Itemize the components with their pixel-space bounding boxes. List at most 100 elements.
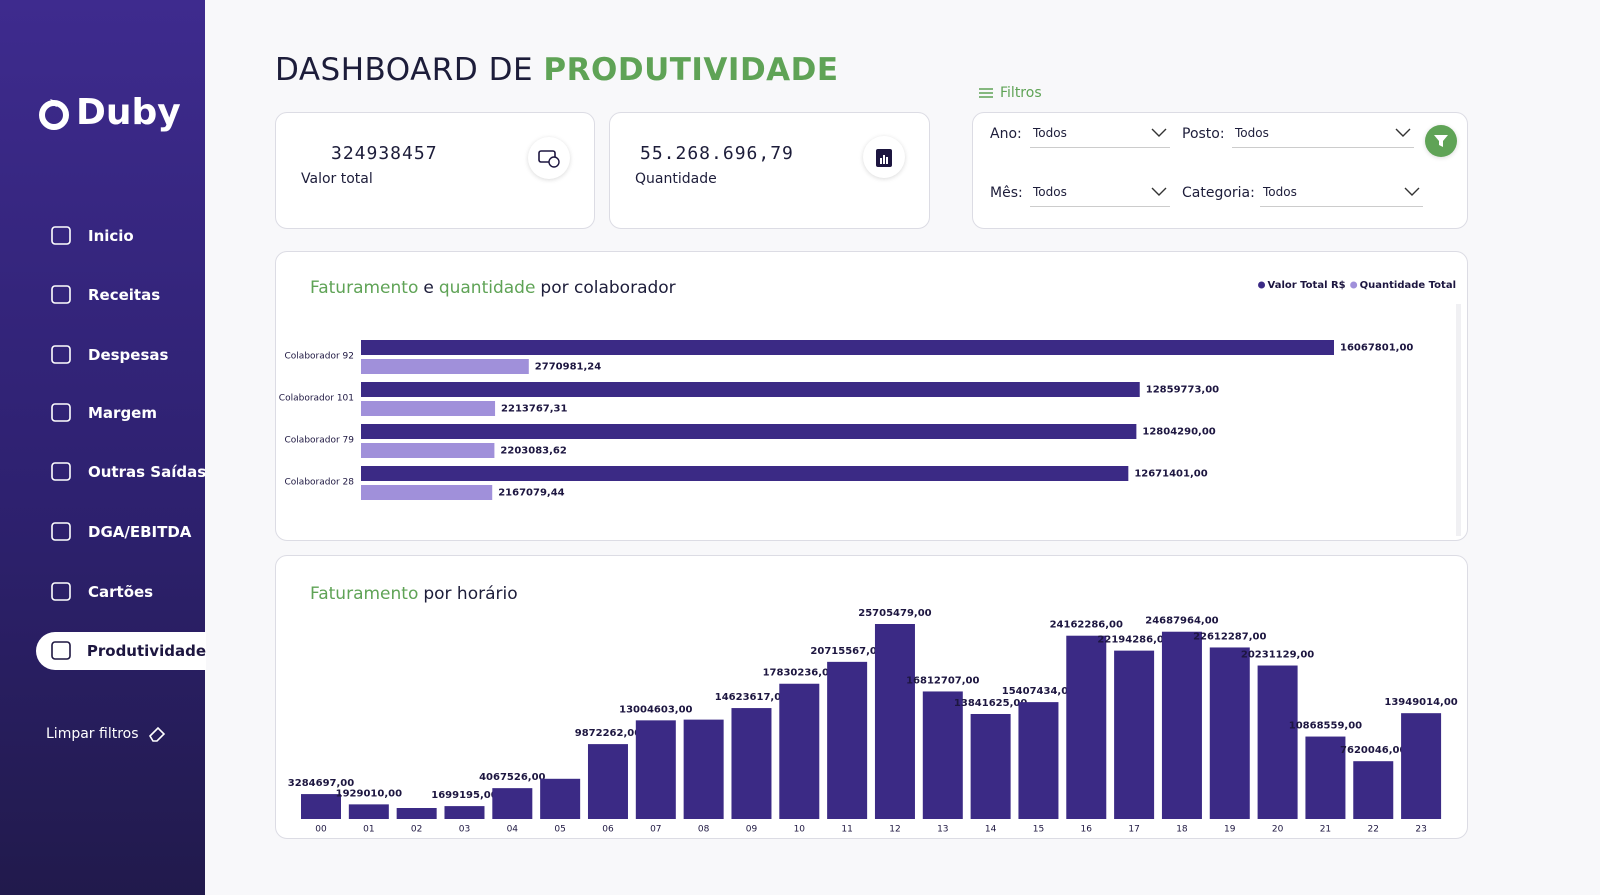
title-part: por horário	[423, 584, 518, 604]
legend-label: Valor Total R$	[1268, 280, 1346, 291]
nav-label: Despesas	[88, 346, 169, 364]
x-tick-label: 01	[363, 825, 374, 835]
clipboard-icon	[863, 136, 905, 178]
x-tick-label: 00	[315, 825, 327, 835]
chart-title: Faturamento por horário	[310, 584, 518, 604]
value-label: 22612287,00	[1193, 631, 1266, 642]
nav-item[interactable]: Inicio	[50, 217, 210, 255]
value-label: 2213767,31	[501, 404, 567, 415]
nav-icon	[51, 226, 71, 245]
bar	[1066, 635, 1107, 819]
filter-value: Todos	[1235, 126, 1269, 140]
nav-icon	[51, 641, 71, 660]
filter-label: Ano:	[990, 126, 1022, 142]
bar	[301, 794, 341, 819]
value-label: 20715567,00	[810, 646, 883, 657]
nav-item[interactable]: Cartões	[50, 573, 210, 611]
funnel-icon	[1434, 135, 1448, 147]
filter-label: Posto:	[1182, 126, 1225, 142]
x-tick-label: 16	[1081, 825, 1093, 835]
chevron-path	[1151, 187, 1167, 196]
chevron-path	[1151, 128, 1167, 137]
nav-item[interactable]: Margem	[50, 394, 210, 432]
nav-label: Outras Saídas	[88, 463, 207, 481]
scrollbar	[1456, 304, 1461, 536]
clear-filters[interactable]: Limpar filtros	[46, 724, 167, 744]
legend-swatch	[1350, 281, 1358, 289]
filter-button[interactable]	[1425, 125, 1457, 157]
bar	[361, 340, 1334, 355]
x-tick-label: 21	[1320, 825, 1331, 835]
x-tick-label: 20	[1272, 825, 1284, 835]
icon-shape	[51, 226, 71, 245]
filter-label: Mês:	[990, 185, 1023, 201]
x-tick-label: 02	[411, 825, 422, 835]
page-title: DASHBOARD DE PRODUTIVIDADE	[275, 52, 839, 88]
filters-title: Filtros	[978, 85, 1042, 101]
value-label: 2203083,62	[500, 446, 566, 457]
bar	[361, 443, 495, 458]
value-label: 2770981,24	[535, 362, 601, 373]
value-label: 12804290,00	[1142, 427, 1215, 438]
kpi-value: 324938457	[331, 143, 438, 164]
x-tick-label: 07	[650, 825, 661, 835]
value-label: 1699195,00	[431, 790, 497, 801]
bar	[1209, 647, 1250, 819]
filter-select[interactable]: Todos	[1030, 122, 1170, 148]
nav-item[interactable]: Outras Saídas	[50, 453, 210, 491]
x-tick-label: 04	[507, 825, 519, 835]
nav-icon	[51, 345, 71, 364]
bar	[361, 382, 1140, 397]
chevron-path	[1395, 128, 1411, 137]
chevron	[1151, 187, 1167, 196]
nav-icon	[51, 522, 71, 541]
title-part: por colaborador	[540, 278, 676, 298]
logo-text: Duby	[76, 92, 181, 133]
title-part: Faturamento	[310, 584, 419, 604]
title-part: e	[423, 278, 434, 298]
chart: Quantidade Total Valor Total R$ Colaborado…	[279, 280, 1461, 536]
bar	[1353, 761, 1394, 819]
value-label: 3284697,00	[288, 778, 354, 789]
filter-select[interactable]: Todos	[1232, 122, 1414, 148]
nav-item[interactable]: Despesas	[50, 336, 210, 374]
nav-item[interactable]: DGA/EBITDA	[50, 513, 210, 551]
value-label: 15407434,00	[1002, 686, 1075, 697]
bar	[827, 661, 868, 819]
chart-card: Faturamento por horário 00 3284697,00 01 19 2…	[275, 555, 1468, 839]
icon-shape	[51, 285, 71, 304]
value-label: 12671401,00	[1134, 469, 1207, 480]
legend-label: Quantidade Total	[1360, 280, 1456, 291]
icon	[538, 150, 560, 168]
bar	[779, 683, 820, 819]
bar	[348, 804, 389, 819]
bar	[1161, 631, 1202, 819]
clear-filters-label: Limpar filtros	[46, 726, 139, 742]
value-label: 13004603,00	[619, 704, 692, 715]
filter-select[interactable]: Todos	[1030, 181, 1170, 207]
x-tick-label: 19	[1224, 825, 1236, 835]
value-label: 17830236,00	[763, 668, 836, 679]
title-part: quantidade	[438, 278, 536, 298]
title-highlight: PRODUTIVIDADE	[543, 52, 839, 88]
nav-label: Cartões	[88, 583, 154, 601]
bar	[361, 359, 529, 374]
bar	[1257, 665, 1298, 819]
nav-item[interactable]: Produtividade	[36, 632, 206, 670]
filter-select[interactable]: Todos	[1260, 181, 1423, 207]
chevron-path	[1404, 187, 1420, 196]
value-label: 16812707,00	[906, 675, 979, 686]
chevron	[1151, 128, 1167, 137]
nav-item[interactable]: Receitas	[50, 276, 210, 314]
icon-shape	[51, 403, 71, 422]
x-tick-label: 12	[889, 825, 900, 835]
x-tick-label: 09	[746, 825, 758, 835]
bar	[361, 466, 1129, 481]
icon-shape	[51, 522, 71, 541]
x-tick-label: 10	[794, 825, 806, 835]
kpi-label: Quantidade	[635, 171, 717, 187]
filter-label: Categoria:	[1182, 185, 1255, 201]
x-tick-label: 14	[985, 825, 997, 835]
bar	[587, 744, 628, 819]
value-label: 14623617,00	[715, 692, 788, 703]
